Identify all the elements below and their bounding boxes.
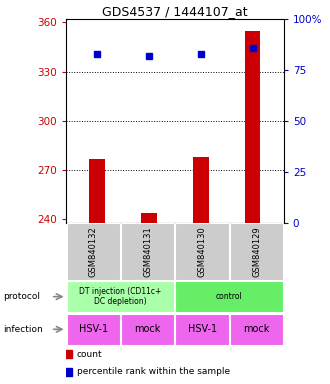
Bar — [89, 159, 105, 223]
Text: mock: mock — [135, 324, 161, 334]
Bar — [245, 31, 260, 223]
Title: GDS4537 / 1444107_at: GDS4537 / 1444107_at — [102, 5, 248, 18]
Text: GSM840131: GSM840131 — [143, 226, 152, 277]
Text: HSV-1: HSV-1 — [187, 324, 217, 334]
Bar — [141, 213, 157, 223]
Bar — [121, 223, 174, 280]
Bar — [67, 281, 174, 312]
Text: percentile rank within the sample: percentile rank within the sample — [77, 367, 230, 376]
Bar — [193, 157, 209, 223]
Text: HSV-1: HSV-1 — [79, 324, 108, 334]
Bar — [230, 223, 283, 280]
Text: control: control — [216, 292, 243, 301]
Text: GSM840129: GSM840129 — [252, 226, 261, 277]
Bar — [230, 314, 283, 345]
Bar — [67, 223, 120, 280]
Text: mock: mock — [244, 324, 270, 334]
Text: GSM840132: GSM840132 — [89, 226, 98, 277]
Text: protocol: protocol — [3, 292, 40, 301]
Text: infection: infection — [3, 325, 43, 334]
Bar — [176, 314, 229, 345]
Bar — [176, 223, 229, 280]
Bar — [67, 314, 120, 345]
Text: DT injection (CD11c+
DC depletion): DT injection (CD11c+ DC depletion) — [79, 287, 162, 306]
Bar — [176, 281, 283, 312]
Text: count: count — [77, 350, 103, 359]
Text: GSM840130: GSM840130 — [198, 226, 207, 277]
Bar — [121, 314, 174, 345]
